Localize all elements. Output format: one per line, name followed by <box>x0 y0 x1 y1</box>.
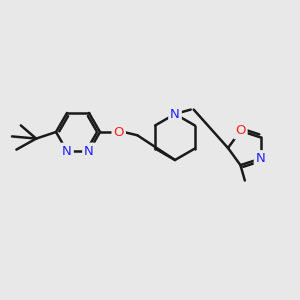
Text: N: N <box>170 107 180 121</box>
Text: O: O <box>235 124 246 137</box>
Text: N: N <box>256 152 266 165</box>
Text: N: N <box>62 145 72 158</box>
Text: N: N <box>84 145 94 158</box>
Text: O: O <box>113 125 124 139</box>
